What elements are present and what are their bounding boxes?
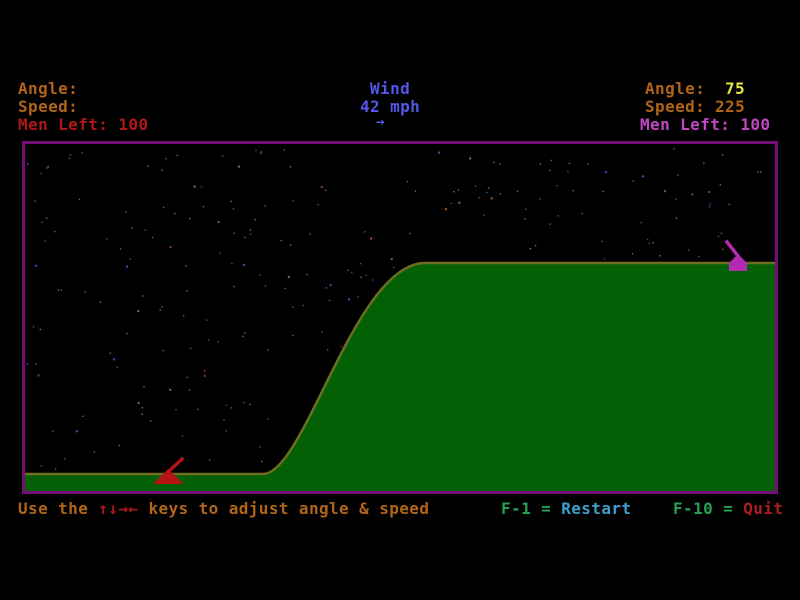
p2-speed-value: 225 (715, 97, 746, 116)
help-text: Use the ↑↓→← keys to adjust angle & spee… (18, 500, 429, 518)
p2-angle-label: Angle: (645, 79, 706, 98)
tank-left (153, 469, 184, 484)
terrain (25, 263, 775, 491)
arrow-keys-icon: ↑↓→← (98, 499, 139, 518)
restart-key: F-1 = (501, 499, 562, 518)
restart-hint: F-1 = Restart (501, 500, 631, 518)
help-text-suffix: keys to adjust angle & speed (138, 499, 430, 518)
wind-value: 42 mph (360, 97, 421, 116)
playfield[interactable] (22, 141, 778, 494)
p2-speed-label: Speed: (645, 97, 706, 116)
p2-men-left-value: 100 (740, 115, 771, 134)
quit-hint: F-10 = Quit (673, 500, 783, 518)
p1-men-left: Men Left: 100 (18, 116, 148, 134)
wind-label: Wind (370, 79, 411, 98)
p2-men-left: Men Left: 100 (640, 116, 770, 134)
battlefield-canvas (25, 148, 775, 491)
p1-men-left-label: Men Left: (18, 115, 109, 134)
tank-right (729, 254, 747, 271)
p1-speed-label: Speed: (18, 97, 79, 116)
p2-angle-value: 75 (725, 79, 746, 98)
quit-key: F-10 = (673, 499, 744, 518)
tank-left-barrel (165, 456, 185, 475)
p2-men-left-label: Men Left: (640, 115, 731, 134)
restart-label: Restart (561, 499, 632, 518)
quit-label: Quit (743, 499, 784, 518)
terrain-edge (25, 261, 775, 476)
wind-direction-icon: → (376, 114, 385, 130)
help-text-prefix: Use the (18, 499, 99, 518)
tank-right-barrel (724, 239, 741, 259)
p1-men-left-value: 100 (118, 115, 149, 134)
p1-angle-label: Angle: (18, 79, 79, 98)
